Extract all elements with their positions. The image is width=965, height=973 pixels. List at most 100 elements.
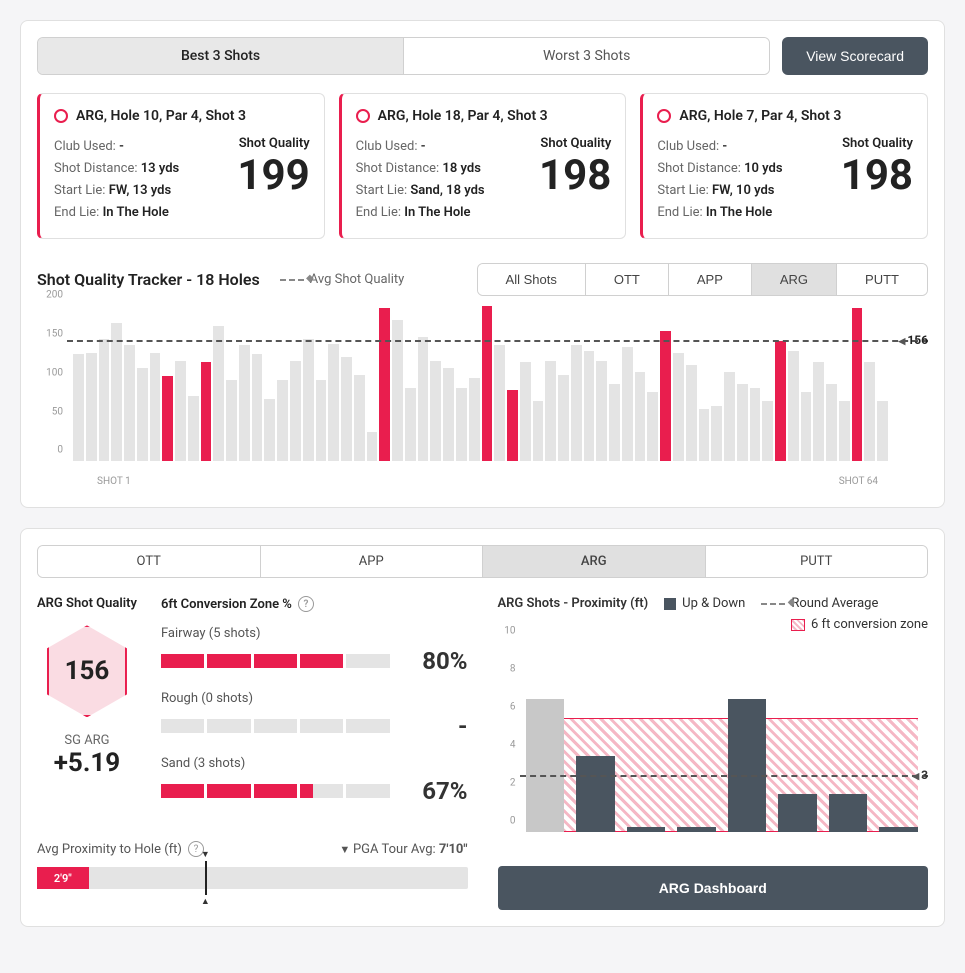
lower-tab-putt[interactable]: PUTT	[705, 546, 928, 577]
tracker-bar[interactable]	[813, 362, 824, 461]
tracker-bar[interactable]	[494, 345, 505, 461]
tracker-tab-ott[interactable]: OTT	[585, 264, 668, 295]
tracker-bar[interactable]	[801, 392, 812, 462]
tracker-bar[interactable]	[213, 326, 224, 462]
tracker-bar[interactable]	[175, 361, 186, 462]
prox-bar[interactable]	[879, 827, 918, 833]
tracker-bar[interactable]	[341, 357, 352, 462]
tracker-bar[interactable]	[86, 353, 97, 462]
tracker-bar[interactable]	[533, 401, 544, 461]
right-title-row: ARG Shots - Proximity (ft) Up & Down Rou…	[498, 596, 929, 611]
tracker-bar[interactable]	[839, 401, 850, 461]
tracker-tab-all-shots[interactable]: All Shots	[478, 264, 585, 295]
shot-card[interactable]: ARG, Hole 18, Par 4, Shot 3 Club Used: -…	[339, 93, 627, 239]
tracker-bar[interactable]	[469, 378, 480, 462]
avg-prox-row: Avg Proximity to Hole (ft) ? ▼ PGA Tour …	[37, 841, 468, 857]
tracker-bar[interactable]	[635, 372, 646, 461]
tracker-bar[interactable]	[647, 392, 658, 462]
tracker-bar[interactable]	[699, 409, 710, 462]
tab-best-3-shots[interactable]: Best 3 Shots	[38, 38, 403, 74]
help-icon[interactable]: ?	[298, 596, 314, 612]
tracker-bar[interactable]	[686, 365, 697, 462]
tab-worst-3-shots[interactable]: Worst 3 Shots	[403, 38, 769, 74]
lower-tab-arg[interactable]: ARG	[482, 546, 705, 577]
tracker-bar[interactable]	[137, 368, 148, 461]
tracker-bar[interactable]	[354, 375, 365, 462]
tracker-tab-arg[interactable]: ARG	[751, 264, 836, 295]
tracker-bar[interactable]	[762, 401, 773, 461]
prox-bar[interactable]	[677, 827, 716, 833]
tracker-bar[interactable]	[788, 351, 799, 461]
lower-tab-app[interactable]: APP	[260, 546, 483, 577]
tracker-bar[interactable]	[482, 306, 493, 461]
tracker-bar[interactable]	[456, 388, 467, 462]
tracker-bar[interactable]	[852, 308, 863, 461]
view-scorecard-button[interactable]: View Scorecard	[782, 37, 928, 75]
shot-card[interactable]: ARG, Hole 10, Par 4, Shot 3 Club Used: -…	[37, 93, 325, 239]
tracker-bar[interactable]	[545, 361, 556, 462]
tracker-bar[interactable]	[877, 401, 888, 461]
tracker-bar[interactable]	[316, 380, 327, 461]
tracker-bar[interactable]	[328, 344, 339, 462]
tracker-bar[interactable]	[826, 384, 837, 462]
tracker-bar[interactable]	[596, 361, 607, 462]
tracker-bar[interactable]	[558, 375, 569, 462]
tracker-bar[interactable]	[775, 341, 786, 461]
circle-icon	[356, 109, 370, 123]
tracker-bar[interactable]	[864, 362, 875, 461]
tracker-bar[interactable]	[277, 380, 288, 461]
prox-bar[interactable]	[526, 699, 565, 832]
tracker-bar[interactable]	[367, 432, 378, 461]
legend-zone-row: 6 ft conversion zone	[498, 617, 929, 632]
conv-title-text: 6ft Conversion Zone %	[161, 597, 292, 612]
tracker-bar[interactable]	[111, 323, 122, 461]
prox-bar[interactable]	[576, 756, 615, 832]
tracker-bar[interactable]	[252, 354, 263, 461]
sg-arg-value: +5.19	[37, 748, 137, 778]
tracker-bar[interactable]	[226, 380, 237, 461]
prox-bar[interactable]	[778, 794, 817, 832]
tracker-bar[interactable]	[303, 339, 314, 461]
tracker-bar[interactable]	[520, 362, 531, 461]
circle-icon	[54, 109, 68, 123]
prox-bar[interactable]	[728, 699, 767, 832]
tracker-bar[interactable]	[405, 388, 416, 462]
tracker-tab-putt[interactable]: PUTT	[836, 264, 927, 295]
shot-card[interactable]: ARG, Hole 7, Par 4, Shot 3 Club Used: - …	[640, 93, 928, 239]
tracker-bar[interactable]	[150, 353, 161, 462]
prox-fill: 2'9"	[37, 867, 89, 889]
tracker-title: Shot Quality Tracker - 18 Holes	[37, 270, 260, 289]
tracker-bar[interactable]	[201, 362, 212, 461]
prox-bar[interactable]	[627, 827, 666, 833]
tracker-bar[interactable]	[379, 308, 390, 461]
tracker-bar[interactable]	[737, 384, 748, 462]
arg-dashboard-button[interactable]: ARG Dashboard	[498, 866, 929, 910]
tracker-bar[interactable]	[660, 331, 671, 461]
lower-left: ARG Shot Quality 156 SG ARG +5.19 6ft Co…	[37, 596, 468, 910]
tracker-bar[interactable]	[239, 345, 250, 461]
prox-avg-line	[520, 775, 929, 777]
tracker-bar[interactable]	[290, 361, 301, 462]
tracker-bar[interactable]	[443, 368, 454, 461]
tracker-bar[interactable]	[507, 390, 518, 461]
tracker-bar[interactable]	[99, 339, 110, 461]
tracker-bar[interactable]	[622, 347, 633, 462]
tracker-tab-app[interactable]: APP	[668, 264, 751, 295]
hex-badge: 156	[47, 625, 127, 717]
tracker-bar[interactable]	[73, 354, 84, 461]
tracker-bar[interactable]	[124, 345, 135, 461]
tracker-bar[interactable]	[750, 388, 761, 462]
tracker-bar[interactable]	[162, 376, 173, 461]
tracker-bar[interactable]	[571, 345, 582, 461]
prox-bar[interactable]	[829, 794, 868, 832]
tracker-bar[interactable]	[711, 406, 722, 462]
tracker-bar[interactable]	[724, 372, 735, 461]
tracker-bar[interactable]	[673, 353, 684, 462]
tracker-bar[interactable]	[264, 399, 275, 461]
tracker-bar[interactable]	[584, 351, 595, 461]
tracker-bar[interactable]	[188, 396, 199, 462]
lower-tab-ott[interactable]: OTT	[38, 546, 260, 577]
tracker-bar[interactable]	[609, 384, 620, 462]
tracker-bar[interactable]	[430, 361, 441, 462]
tracker-bar[interactable]	[418, 337, 429, 461]
